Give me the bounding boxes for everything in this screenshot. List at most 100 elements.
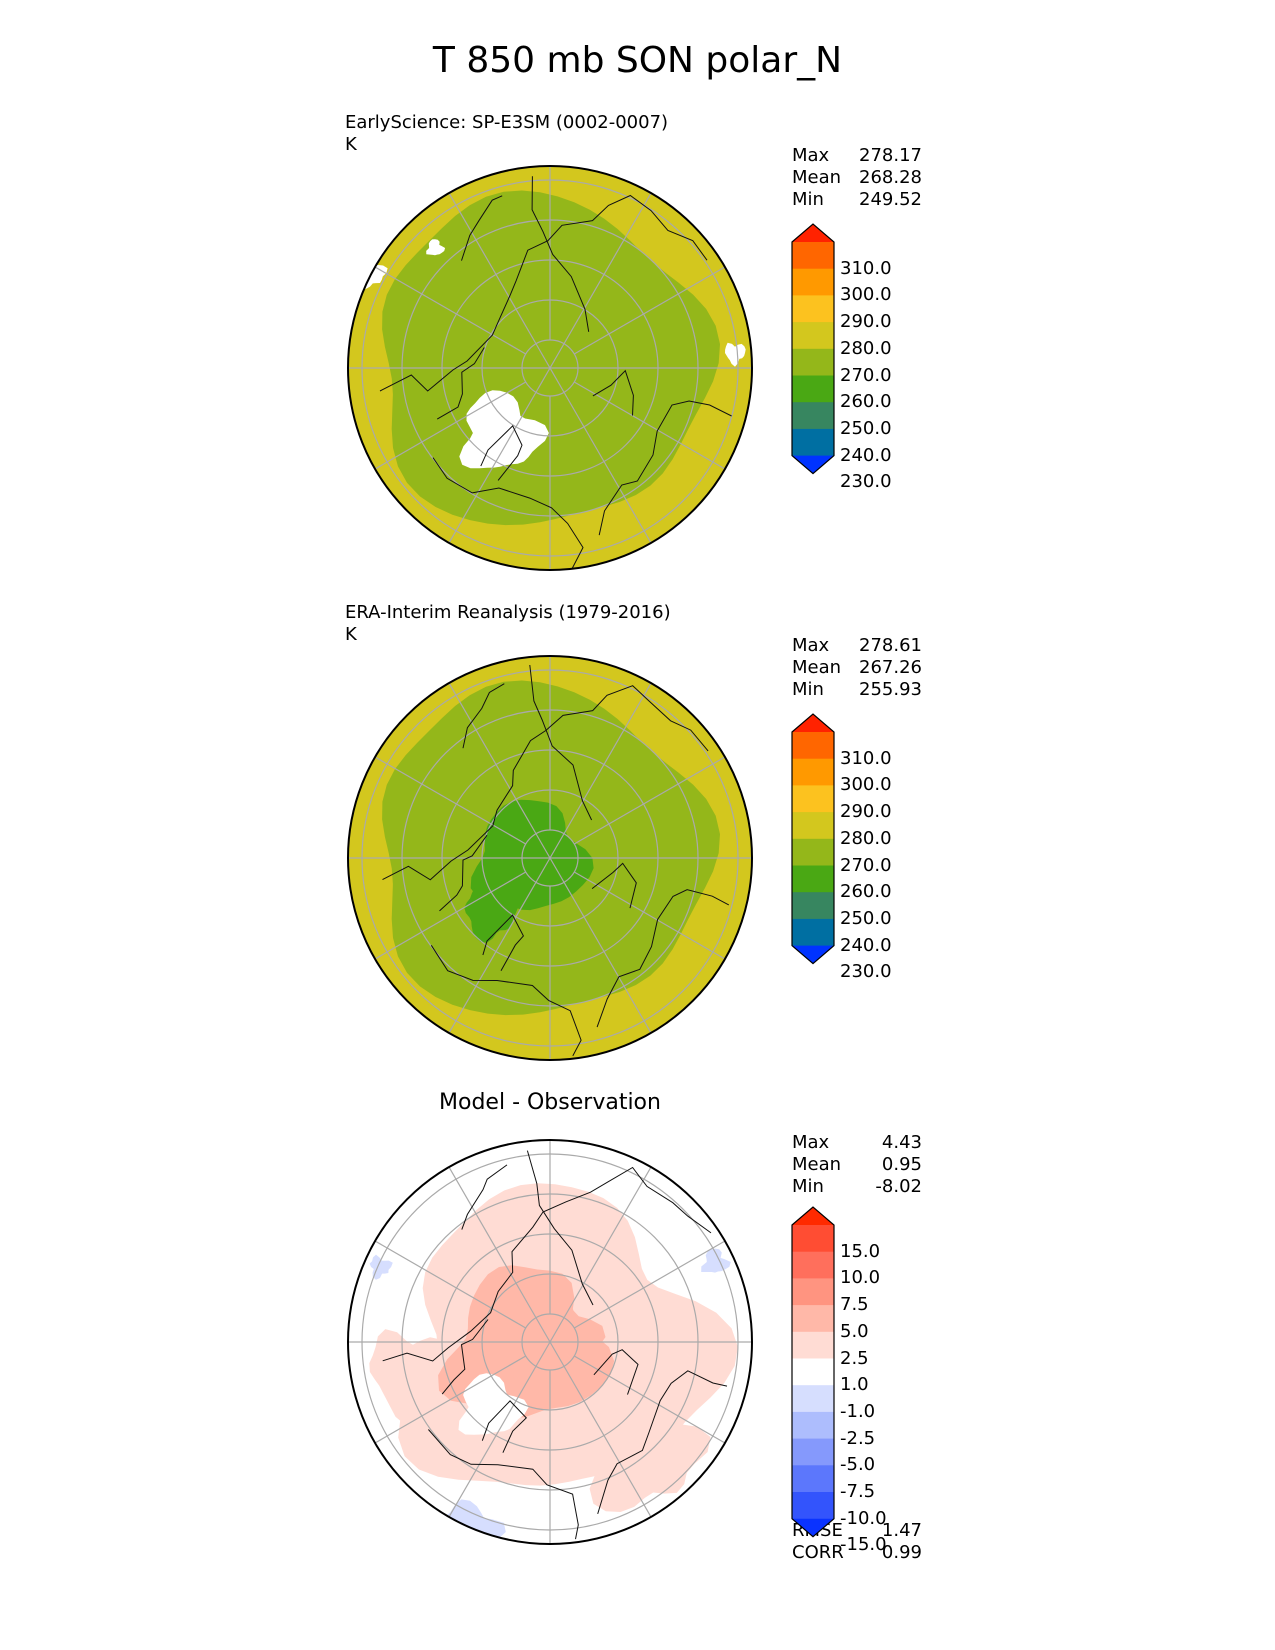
- colorbar-tick-label: -10.0: [840, 1507, 887, 1529]
- graticule: [348, 1140, 752, 1544]
- colorbar-segment: [792, 1358, 834, 1386]
- contour-zone-hot: [505, 1286, 606, 1381]
- contour-zone-mid: [382, 190, 720, 526]
- colorbar-tick-label: 300.0: [840, 284, 892, 306]
- colorbar-tick-label: 5.0: [840, 1320, 869, 1342]
- panel-units: K: [345, 134, 357, 155]
- stats-block: Max 4.43 Mean 0.95 Min -8.02: [792, 1132, 922, 1198]
- colorbar-tick-label: -2.5: [840, 1427, 876, 1449]
- contour-zone-cool: [701, 1248, 731, 1273]
- colorbar-tick-label: 270.0: [840, 364, 892, 386]
- colorbar-svg: [791, 1206, 835, 1538]
- stats-row-mean: Mean 268.28: [792, 167, 922, 188]
- colorbar-tick-label: 260.0: [840, 391, 892, 413]
- colorbar-segment: [792, 1465, 834, 1493]
- coastlines: [379, 176, 732, 569]
- contour-zone-neutral: [458, 1373, 529, 1435]
- coastlines: [382, 1150, 728, 1540]
- panel-model: EarlyScience: SP-E3SM (0002-0007) K Max 2…: [0, 100, 1275, 590]
- colorbar-segment: [792, 1411, 834, 1440]
- colorbar-svg: [791, 713, 835, 965]
- polar-map: [347, 1139, 753, 1545]
- colorbar-tick-label: -5.0: [840, 1454, 876, 1476]
- colorbar-segment: [792, 428, 834, 457]
- map-border: [347, 655, 753, 1061]
- stats-row-max: Max 278.17: [792, 145, 922, 166]
- stats-row-mean: Mean 0.95: [792, 1154, 922, 1175]
- stats-block: Max 278.61 Mean 267.26 Min 255.93: [792, 635, 922, 701]
- colorbar-segment: [792, 838, 834, 866]
- stats-row-min: Min -8.02: [792, 1176, 922, 1197]
- colorbar-tick-label: 1.0: [840, 1374, 869, 1396]
- colorbar-segment: [792, 1385, 834, 1413]
- map-border: [347, 165, 753, 571]
- colorbar-segment: [792, 348, 834, 376]
- colorbar-tick-label: 240.0: [840, 444, 892, 466]
- colorbar-segment: [792, 758, 834, 786]
- colorbar-tick-label: 230.0: [840, 961, 892, 983]
- colorbar-outline: [791, 713, 835, 965]
- missing-data-patch: [725, 342, 746, 367]
- panel-title: Model - Observation: [439, 1090, 661, 1115]
- colorbar-extend-top: [792, 1207, 834, 1225]
- stats-row-min: Min 249.52: [792, 189, 922, 210]
- colorbar-segment: [792, 918, 834, 947]
- stats-row-mean: Mean 267.26: [792, 657, 922, 678]
- graticule: [348, 656, 752, 1060]
- colorbar-segment: [792, 402, 834, 430]
- page-title: T 850 mb SON polar_N: [432, 40, 843, 81]
- panel-observation: ERA-Interim Reanalysis (1979-2016) K Max…: [0, 590, 1275, 1080]
- colorbar-tick-label: 300.0: [840, 774, 892, 796]
- colorbar-tick-label: 7.5: [840, 1294, 869, 1316]
- panel-difference: Model - Observation Max 4.43 Mean 0.95 Min…: [0, 1080, 1275, 1570]
- colorbar-extend-bottom: [792, 455, 834, 474]
- stats-row-min: Min 255.93: [792, 679, 922, 700]
- colorbar-tick-label: 2.5: [840, 1347, 869, 1369]
- colorbar-extend-bottom: [792, 945, 834, 964]
- colorbar-segment: [792, 1438, 834, 1466]
- stats-row-max: Max 4.43: [792, 1132, 922, 1153]
- contour-zone-warm: [586, 1387, 711, 1512]
- colorbar-tick-label: 280.0: [840, 827, 892, 849]
- missing-data-patch: [459, 390, 549, 469]
- colorbar-segment: [792, 812, 834, 840]
- colorbar-tick-label: 290.0: [840, 801, 892, 823]
- colorbar-segment: [792, 375, 834, 403]
- colorbar-segment: [792, 242, 834, 270]
- polar-map: [347, 655, 753, 1061]
- colorbar-segment: [792, 1305, 834, 1333]
- colorbar-extend-top: [792, 714, 834, 732]
- colorbar-tick-label: 290.0: [840, 311, 892, 333]
- colorbar-segment: [792, 295, 834, 323]
- colorbar-segment: [792, 1278, 834, 1306]
- colorbar-tick-label: 270.0: [840, 854, 892, 876]
- colorbar-segment: [792, 1331, 834, 1359]
- colorbar-tick-label: 250.0: [840, 907, 892, 929]
- coastlines: [382, 664, 730, 1057]
- colorbar-tick-label: 280.0: [840, 337, 892, 359]
- colorbar-outline: [791, 223, 835, 475]
- colorbar-segment: [792, 785, 834, 813]
- stats-block: Max 278.17 Mean 268.28 Min 249.52: [792, 145, 922, 211]
- colorbar-tick-label: 250.0: [840, 417, 892, 439]
- contour-zone-warm: [369, 1329, 453, 1425]
- colorbar-tick-label: 260.0: [840, 881, 892, 903]
- colorbar-svg: [791, 223, 835, 475]
- missing-data-patch: [426, 239, 446, 256]
- colorbar-tick-label: -7.5: [840, 1481, 876, 1502]
- colorbar-tick-label: 230.0: [840, 471, 892, 493]
- colorbar-segment: [792, 732, 834, 760]
- colorbar-tick-label: 10.0: [840, 1267, 881, 1289]
- stats-row-corr: CORR 0.99: [792, 1542, 922, 1563]
- panel-title: EarlyScience: SP-E3SM (0002-0007): [345, 112, 669, 133]
- colorbar-segment: [792, 322, 834, 350]
- stats-row-max: Max 278.61: [792, 635, 922, 656]
- colorbar-tick-label: 240.0: [840, 934, 892, 956]
- colorbar-extend-top: [792, 224, 834, 242]
- colorbar-tick-label: -15.0: [840, 1534, 887, 1556]
- graticule: [348, 166, 752, 570]
- colorbar-tick-label: 310.0: [840, 747, 892, 769]
- panel-units: K: [345, 624, 357, 645]
- colorbar-segment: [792, 892, 834, 920]
- colorbar-tick-label: 15.0: [840, 1240, 881, 1262]
